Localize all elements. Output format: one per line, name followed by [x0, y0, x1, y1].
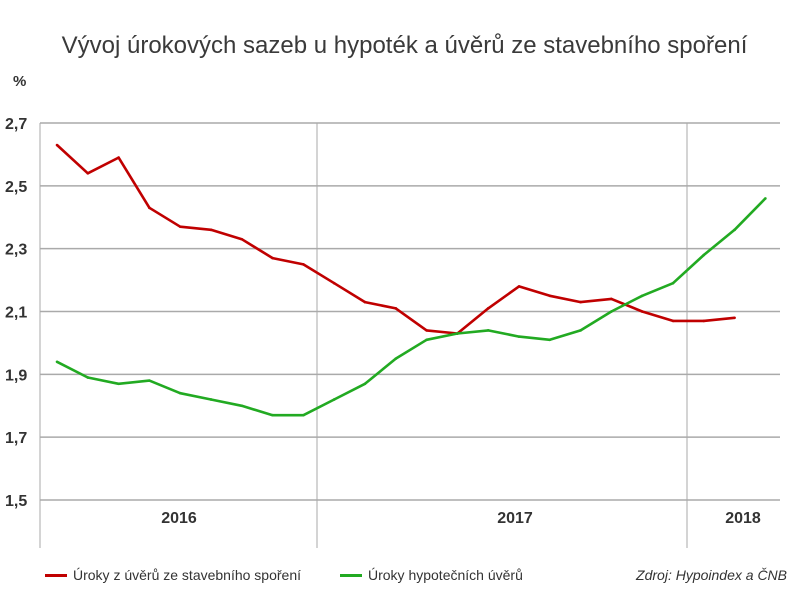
data-point: [55, 360, 59, 364]
chart-title: Vývoj úrokových sazeb u hypoték a úvěrů …: [61, 32, 748, 59]
data-point: [394, 307, 398, 310]
data-point: [425, 329, 428, 332]
y-tick-label: 2,7: [5, 116, 27, 133]
data-point: [486, 329, 490, 332]
data-point: [702, 253, 706, 257]
data-point: [579, 329, 582, 332]
data-point: [117, 156, 120, 159]
data-point: [733, 316, 736, 320]
legend-swatch-green: [340, 573, 362, 577]
data-point: [610, 297, 613, 301]
data-point: [456, 332, 459, 335]
data-point: [240, 404, 244, 408]
legend-item-hypoteky: Úroky hypotečních úvěrů: [340, 567, 523, 583]
x-tick-label: 2016: [161, 510, 197, 527]
data-point: [117, 382, 120, 386]
x-tick-label: 2018: [725, 510, 761, 527]
legend-label: Úroky z úvěrů ze stavebního spoření: [73, 567, 302, 583]
y-tick-label: 2,1: [5, 305, 27, 322]
data-point: [271, 413, 274, 417]
data-point: [548, 294, 552, 298]
data-point: [86, 171, 90, 175]
y-axis-unit: %: [13, 73, 27, 90]
data-point: [579, 300, 582, 304]
y-tick-label: 1,5: [5, 493, 27, 510]
legend-swatch-red: [45, 573, 67, 577]
data-point: [640, 294, 644, 298]
data-point: [209, 228, 213, 232]
source-note: Zdroj: Hypoindex a ČNB: [636, 567, 787, 583]
x-tick-label: 2017: [497, 510, 533, 527]
data-point: [425, 338, 428, 342]
data-point: [486, 307, 490, 310]
data-point: [610, 310, 613, 313]
data-point: [148, 206, 151, 210]
data-point: [178, 225, 182, 228]
data-point: [148, 379, 151, 382]
data-point: [302, 263, 305, 266]
legend-label: Úroky hypotečních úvěrů: [368, 567, 523, 583]
data-point: [733, 228, 736, 232]
data-point: [363, 300, 367, 304]
data-point: [517, 285, 521, 288]
data-point: [209, 398, 213, 401]
series-line-stavebni-sporeni: [56, 144, 735, 335]
data-point: [394, 357, 398, 360]
data-point: [332, 281, 336, 285]
data-point: [178, 391, 182, 395]
data-point: [332, 398, 336, 401]
y-tick-label: 2,5: [5, 179, 27, 196]
data-point: [671, 319, 675, 323]
data-point: [548, 338, 552, 342]
y-tick-label: 1,9: [5, 367, 27, 384]
data-point: [640, 310, 644, 313]
data-point: [271, 256, 274, 260]
data-point: [764, 197, 767, 200]
data-point: [517, 335, 521, 338]
y-tick-label: 2,3: [5, 242, 27, 259]
y-tick-label: 1,7: [5, 430, 27, 447]
data-point: [302, 413, 305, 417]
data-point: [671, 281, 675, 285]
data-point: [86, 376, 90, 379]
legend-item-stavebni: Úroky z úvěrů ze stavebního spoření: [45, 567, 301, 583]
series-line-hypoteky: [56, 197, 767, 417]
data-point: [363, 382, 367, 386]
data-point: [240, 237, 244, 241]
data-point: [55, 143, 59, 147]
data-point: [702, 319, 706, 323]
